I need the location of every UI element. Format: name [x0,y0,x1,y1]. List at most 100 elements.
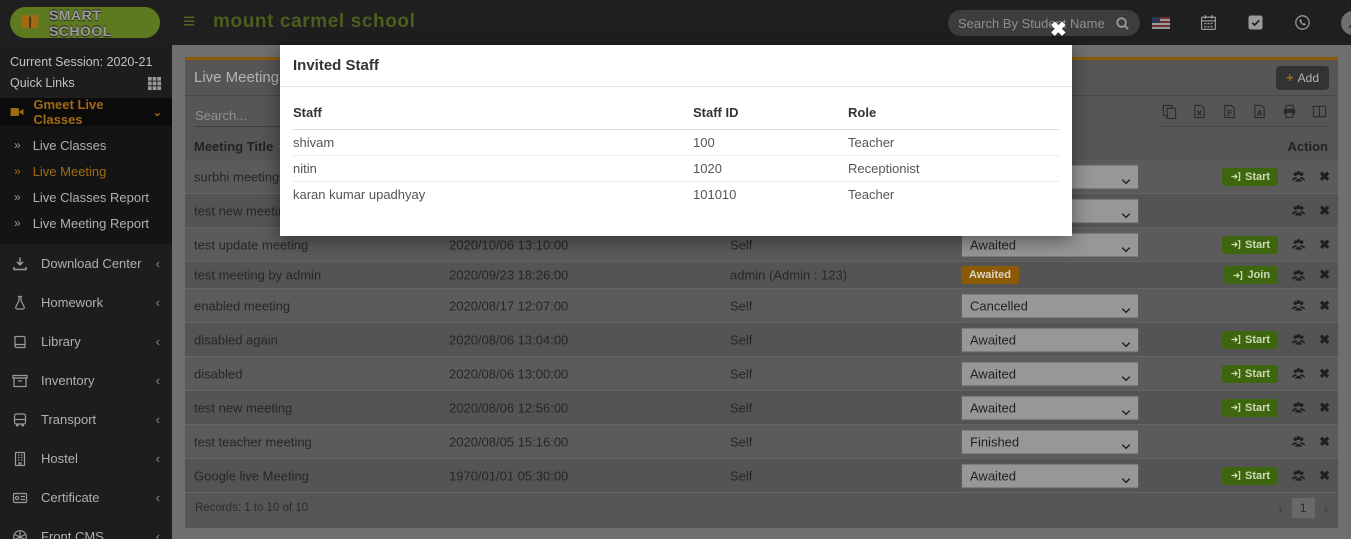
smart-school-logo[interactable]: SMART SCHOOL [10,6,160,39]
delete-meeting-icon[interactable]: ✖ [1319,267,1330,282]
columns-icon[interactable] [1312,104,1327,119]
sidebar-subitem-live-classes[interactable]: » Live Classes [0,132,172,158]
sidebar-subitem-live-meeting[interactable]: » Live Meeting [0,158,172,184]
view-invited-staff-icon[interactable] [1290,468,1307,483]
tasks-icon[interactable] [1247,14,1264,31]
sidebar-item-front-cms[interactable]: Front CMS ‹ [0,517,172,539]
book-logo-icon [21,14,39,29]
search-icon[interactable] [1115,16,1130,31]
meeting-title-cell: disabled again [194,332,278,347]
modal-close-icon[interactable]: ✖ [1050,19,1067,41]
view-invited-staff-icon[interactable] [1290,434,1307,449]
pagination-prev[interactable]: ‹ [1278,500,1283,516]
delete-meeting-icon[interactable]: ✖ [1319,168,1330,184]
modal-cell-role: Teacher [848,129,1059,156]
start-button-label: Start [1245,469,1271,482]
view-invited-staff-icon[interactable] [1290,298,1307,313]
view-invited-staff-icon[interactable] [1290,203,1307,218]
quick-links-grid-icon[interactable] [147,76,162,91]
chevron-left-icon: ‹ [155,295,160,310]
start-meeting-button[interactable]: Start [1222,466,1279,485]
flask-icon [12,295,28,311]
csv-icon[interactable] [1222,104,1237,119]
modal-cell-staff: nitin [293,155,693,182]
view-invited-staff-icon[interactable] [1290,332,1307,347]
modal-title: Invited Staff [293,57,379,74]
modal-cell-role: Receptionist [848,155,1059,182]
delete-meeting-icon[interactable]: ✖ [1319,236,1330,252]
logo-text: SMART SCHOOL [48,6,112,39]
start-meeting-button[interactable]: Start [1222,235,1279,254]
sidebar-item-transport[interactable]: Transport ‹ [0,400,172,439]
status-select[interactable]: Awaited [961,395,1139,420]
action-cell: ✖ [1290,434,1330,450]
action-cell: Start ✖ [1222,398,1330,417]
delete-meeting-icon[interactable]: ✖ [1319,467,1330,483]
start-meeting-button[interactable]: Start [1222,364,1279,383]
created-by-cell: Self [730,468,753,483]
sidebar-item-hostel[interactable]: Hostel ‹ [0,439,172,478]
delete-meeting-icon[interactable]: ✖ [1319,365,1330,381]
join-meeting-button[interactable]: Join [1224,266,1279,284]
status-select[interactable]: Cancelled [961,293,1139,318]
table-row: enabled meeting 2020/08/17 12:07:00 Self Ca… [185,289,1338,323]
sidebar-subitem-live-meeting-report[interactable]: » Live Meeting Report [0,210,172,236]
status-select[interactable]: Awaited [961,327,1139,352]
print-icon[interactable] [1282,104,1297,119]
us-flag-icon[interactable] [1152,16,1170,29]
column-header-meeting-title[interactable]: Meeting Title ▼ [194,139,287,154]
start-meeting-button[interactable]: Start [1222,167,1279,186]
building-icon [12,451,28,467]
delete-meeting-icon[interactable]: ✖ [1319,202,1330,218]
delete-meeting-icon[interactable]: ✖ [1319,297,1330,313]
meeting-title-cell: enabled meeting [194,298,291,313]
sidebar-item-label: Gmeet Live Classes [33,97,104,127]
delete-meeting-icon[interactable]: ✖ [1319,331,1330,347]
calendar-icon[interactable] [1200,14,1217,31]
status-select-wrap: Awaited [961,395,1139,420]
sidebar-item-gmeet-live-classes[interactable]: Gmeet Live Classes ⌄ [0,97,172,127]
view-invited-staff-icon[interactable] [1290,169,1307,184]
view-invited-staff-icon[interactable] [1290,366,1307,381]
double-arrow-icon: » [14,216,21,230]
add-meeting-button[interactable]: + Add [1276,65,1329,90]
status-select[interactable]: Awaited [961,361,1139,386]
sidebar-item-homework[interactable]: Homework ‹ [0,283,172,322]
whatsapp-icon[interactable] [1294,14,1311,31]
start-meeting-button[interactable]: Start [1222,330,1279,349]
student-search-input[interactable] [958,15,1115,31]
sidebar-item-certificate[interactable]: Certificate ‹ [0,478,172,517]
copy-icon[interactable] [1162,104,1177,120]
modal-cell-staff: karan kumar upadhyay [293,187,426,202]
chevron-left-icon: ‹ [155,334,160,349]
sidebar-subitem-live-classes-report[interactable]: » Live Classes Report [0,184,172,210]
sidebar-item-inventory[interactable]: Inventory ‹ [0,361,172,400]
created-by-cell: admin (Admin : 123) [730,267,848,283]
status-select[interactable]: Awaited [961,232,1139,257]
excel-icon[interactable] [1192,104,1207,119]
view-invited-staff-icon[interactable] [1290,237,1307,252]
delete-meeting-icon[interactable]: ✖ [1319,399,1330,415]
user-avatar-icon[interactable] [1341,10,1351,35]
start-button-label: Start [1245,238,1271,251]
sidebar-subitem-label: Live Meeting [32,163,107,179]
sidebar-item-library[interactable]: Library ‹ [0,322,172,361]
created-by-cell: Self [730,237,753,252]
column-header-action: Action [1287,139,1328,154]
status-select[interactable]: Finished [961,429,1139,454]
view-invited-staff-icon[interactable] [1290,268,1307,283]
start-button-label: Start [1245,401,1271,414]
meeting-title-cell: disabled [194,366,243,381]
start-meeting-button[interactable]: Start [1222,398,1279,417]
view-invited-staff-icon[interactable] [1290,400,1307,415]
menu-toggle-icon[interactable]: ≡ [183,10,196,33]
action-cell: Start ✖ [1222,466,1330,485]
delete-meeting-icon[interactable]: ✖ [1319,433,1330,449]
pagination-page-1[interactable]: 1 [1291,498,1315,518]
pagination-next[interactable]: › [1323,500,1328,516]
action-cell: Start ✖ [1222,235,1330,254]
pdf-icon[interactable] [1252,104,1267,119]
sidebar-item-download-center[interactable]: Download Center ‹ [0,244,172,283]
sidebar-subitem-label: Live Classes Report [32,189,150,205]
status-select[interactable]: Awaited [961,463,1139,488]
